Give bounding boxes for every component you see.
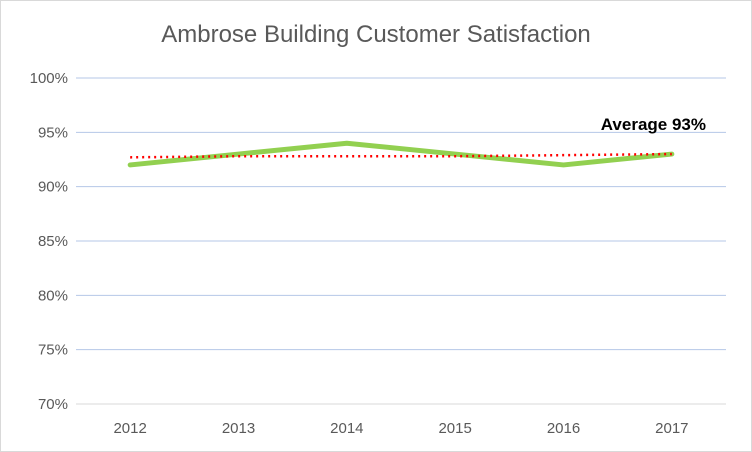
y-tick-label: 90%	[38, 179, 68, 196]
y-tick-label: 70%	[38, 396, 68, 413]
series-line	[127, 140, 675, 168]
trendline	[130, 152, 672, 159]
chart-title: Ambrose Building Customer Satisfaction	[161, 21, 591, 48]
x-tick-label: 2014	[330, 420, 363, 437]
x-tick-label: 2016	[547, 420, 580, 437]
y-tick-label: 95%	[38, 124, 68, 141]
x-tick-label: 2013	[222, 420, 255, 437]
y-tick-label: 80%	[38, 287, 68, 304]
x-tick-label: 2015	[438, 420, 471, 437]
average-annotation: Average 93%	[601, 115, 706, 134]
x-tick-label: 2012	[113, 420, 146, 437]
y-tick-label: 85%	[38, 233, 68, 250]
y-tick-label: 75%	[38, 342, 68, 359]
y-tick-label: 100%	[30, 70, 68, 87]
x-tick-label: 2017	[655, 420, 688, 437]
